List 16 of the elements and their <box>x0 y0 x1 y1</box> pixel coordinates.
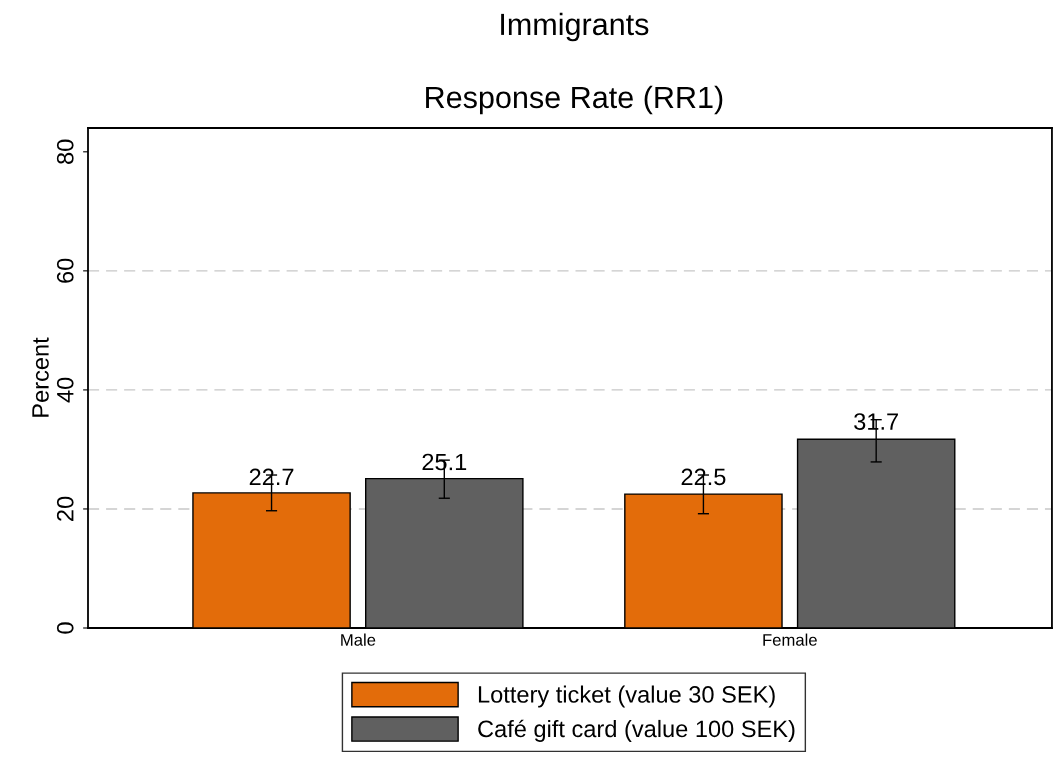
legend-label: Lottery ticket (value 30 SEK) <box>478 685 775 708</box>
data-label: 22.7 <box>249 468 294 486</box>
chart-title: Immigrants <box>501 12 649 42</box>
y-tick-label: 20 <box>56 496 74 521</box>
x-tick-label: Female <box>763 633 817 646</box>
x-tick-label: Male <box>341 633 376 646</box>
y-tick-label: 60 <box>56 258 74 283</box>
data-label: 25.1 <box>422 453 467 471</box>
y-axis-title: Percent <box>32 337 49 417</box>
y-tick-label: 40 <box>56 377 74 403</box>
data-label: 31.7 <box>854 413 898 430</box>
legend-label: Café gift card (value 100 SEK) <box>478 719 795 742</box>
y-tick-label: 80 <box>56 139 74 164</box>
y-tick-label: 0 <box>56 622 74 634</box>
chart-subtitle: Response Rate (RR1) <box>426 85 723 115</box>
data-label: 22.5 <box>681 468 726 486</box>
